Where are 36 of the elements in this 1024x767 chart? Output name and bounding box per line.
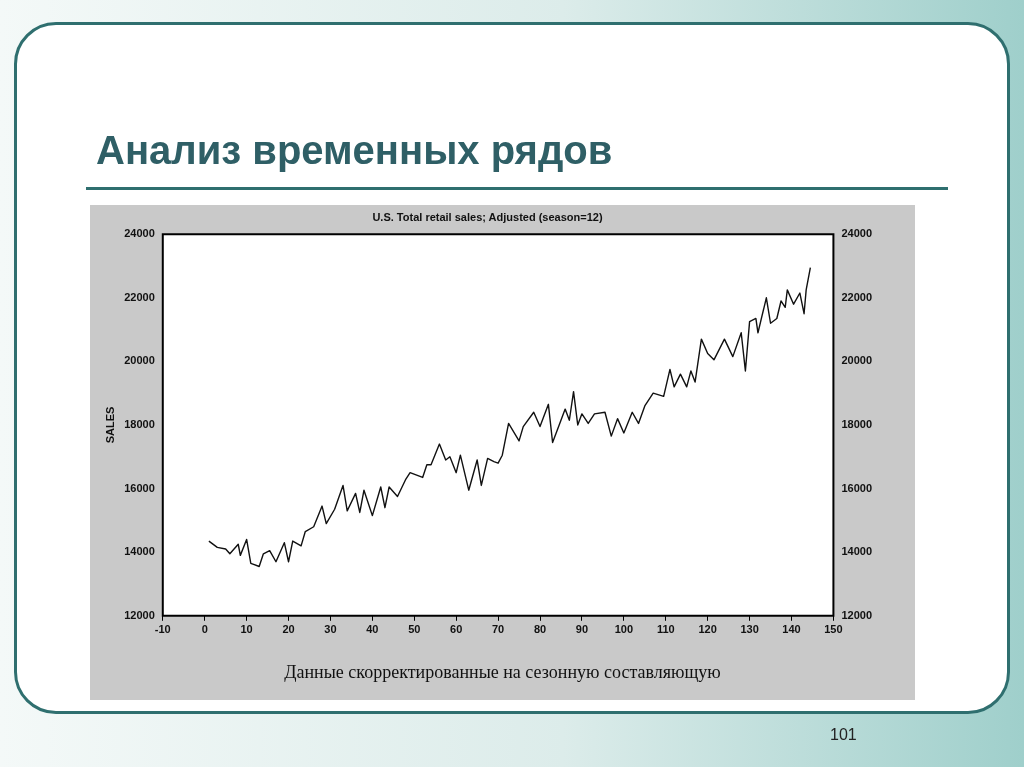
x-tick-label: 50 <box>408 623 421 636</box>
y2-tick-label: 16000 <box>841 481 873 494</box>
x-tick-label: 30 <box>324 623 337 636</box>
x-tick-label: 100 <box>614 623 634 636</box>
y2-tick-label: 18000 <box>841 418 873 431</box>
x-tick-label: 0 <box>201 623 208 636</box>
y-tick-label: 12000 <box>124 608 155 621</box>
y2-tick-label: 14000 <box>841 545 873 558</box>
x-tick-label: 20 <box>282 623 295 636</box>
y-tick-label: 14000 <box>124 545 155 558</box>
text: 101 <box>830 726 857 744</box>
x-tick-label: 120 <box>698 623 717 636</box>
x-tick-label: 150 <box>824 623 843 636</box>
y-tick-label: 24000 <box>124 227 155 240</box>
x-tick-label: 130 <box>740 623 759 636</box>
y-tick-label: 18000 <box>124 418 155 431</box>
y2-tick-label: 22000 <box>841 290 873 303</box>
x-tick-label: 110 <box>656 623 675 636</box>
x-tick-label: 90 <box>575 623 589 636</box>
y2-tick-label: 20000 <box>841 354 873 367</box>
y-axis-title: SALES <box>103 406 116 444</box>
y-tick-label: 20000 <box>124 354 155 367</box>
text: Данные скорректированные на сезонную составляющую <box>283 662 722 683</box>
x-tick-label: 10 <box>240 623 253 636</box>
y2-tick-label: 24000 <box>841 227 873 240</box>
y-tick-label: 22000 <box>124 290 155 303</box>
y2-tick-label: 12000 <box>841 608 873 621</box>
x-tick-label: -10 <box>154 623 171 636</box>
x-tick-label: 140 <box>782 623 801 636</box>
chart-title: U.S. Total retail sales; Adjusted (season=12) <box>372 210 603 223</box>
text: Анализ временных рядов <box>96 128 613 173</box>
x-tick-label: 70 <box>491 623 505 636</box>
y-tick-label: 16000 <box>124 481 155 494</box>
x-tick-label: 60 <box>450 623 463 636</box>
x-tick-label: 80 <box>533 623 547 636</box>
x-tick-label: 40 <box>366 623 379 636</box>
